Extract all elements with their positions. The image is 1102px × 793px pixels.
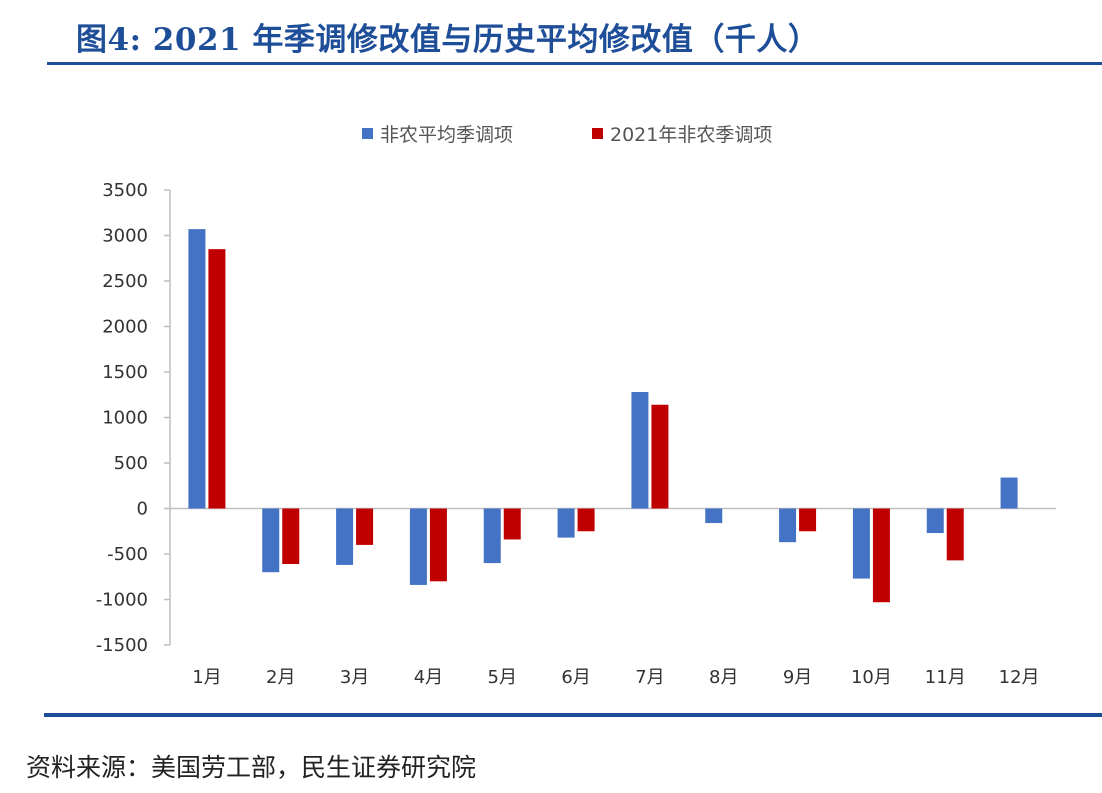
x-tick-label: 11月 (925, 667, 966, 688)
y-tick-label: 0 (137, 499, 148, 520)
bar-avg-3 (336, 508, 354, 565)
figure-title: 图4: 2021 年季调修改值与历史平均修改值（千人） (76, 22, 820, 58)
bar-2021-9 (799, 508, 817, 532)
bar-avg-2 (262, 508, 280, 573)
source-note: 资料来源：美国劳工部，民生证券研究院 (26, 753, 477, 782)
bar-2021-1 (208, 249, 226, 509)
legend-label: 2021年非农季调项 (610, 124, 772, 146)
y-tick-label: 3000 (102, 226, 148, 247)
bar-avg-5 (483, 508, 501, 564)
bar-2021-10 (872, 508, 890, 603)
x-axis: 1月 2月 3月 4月 5月 6月 7月 8月 9月 10月 11月 12月 (192, 667, 1039, 688)
bar-2021-3 (356, 508, 374, 545)
x-tick-label: 7月 (635, 667, 664, 688)
bar-2021-5 (503, 508, 521, 540)
x-tick-label: 1月 (192, 667, 221, 688)
y-tick-label: 2500 (102, 271, 148, 292)
y-tick-label: 2000 (102, 317, 148, 338)
bar-avg-9 (779, 508, 797, 543)
bar-avg-12 (1000, 477, 1018, 509)
bar-avg-11 (926, 508, 944, 534)
bar-avg-1 (188, 229, 206, 509)
bar-2021-4 (429, 508, 447, 582)
x-tick-label: 3月 (340, 667, 369, 688)
y-tick-label: -1500 (96, 635, 148, 656)
y-tick-label: -1000 (96, 590, 148, 611)
x-tick-label: 4月 (414, 667, 443, 688)
bar-avg-6 (557, 508, 575, 538)
y-tick-label: -500 (107, 544, 148, 565)
y-tick-label: 3500 (102, 180, 148, 201)
bar-2021-7 (651, 404, 669, 509)
legend-label: 非农平均季调项 (380, 124, 513, 146)
bar-avg-4 (409, 508, 427, 585)
bar-avg-10 (852, 508, 870, 579)
footer-rule (44, 713, 1102, 717)
bars (188, 229, 1018, 603)
x-tick-label: 12月 (999, 667, 1040, 688)
legend-swatch (362, 128, 373, 139)
legend-swatch (592, 128, 603, 139)
y-tick-label: 1000 (102, 408, 148, 429)
x-tick-label: 9月 (783, 667, 812, 688)
legend: 非农平均季调项 2021年非农季调项 (362, 124, 772, 146)
x-tick-label: 10月 (851, 667, 892, 688)
x-tick-label: 5月 (488, 667, 517, 688)
x-tick-label: 2月 (266, 667, 295, 688)
y-tick-label: 1500 (102, 362, 148, 383)
x-tick-label: 6月 (561, 667, 590, 688)
x-tick-label: 8月 (709, 667, 738, 688)
y-axis: 3500 3000 2500 2000 1500 1000 500 0 -500 -1000 -15… (96, 180, 1056, 656)
bar-2021-2 (282, 508, 300, 565)
title-rule (47, 62, 1102, 65)
bar-2021-6 (577, 508, 595, 532)
y-tick-label: 500 (114, 453, 148, 474)
bar-avg-7 (631, 392, 649, 509)
bar-2021-11 (946, 508, 964, 561)
bar-avg-8 (705, 508, 723, 524)
bar-chart: 非农平均季调项 2021年非农季调项 3500 3000 2500 2000 1500 10… (96, 124, 1056, 688)
